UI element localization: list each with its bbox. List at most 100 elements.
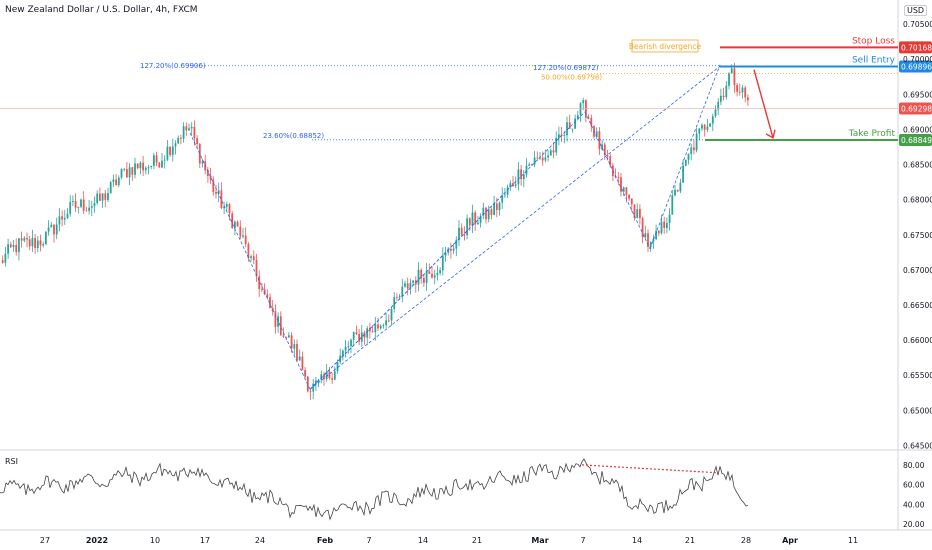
time-tick-label: 24 bbox=[255, 536, 265, 545]
fib-extension-right-label: 127.20%(0.69872) bbox=[533, 64, 599, 72]
candle-body bbox=[517, 169, 520, 185]
candle-body bbox=[112, 179, 115, 183]
candle-body bbox=[576, 115, 579, 119]
candle-body bbox=[250, 256, 252, 258]
candle-body bbox=[363, 332, 366, 338]
candle-body bbox=[12, 244, 15, 248]
candle-body bbox=[490, 209, 493, 215]
candle-body bbox=[555, 138, 558, 153]
candle-body bbox=[468, 218, 471, 226]
candle-body bbox=[47, 227, 50, 232]
candle-body bbox=[209, 176, 212, 180]
candle-body bbox=[85, 210, 88, 212]
candle-body bbox=[139, 162, 142, 169]
candle-body bbox=[682, 165, 684, 183]
candle-body bbox=[182, 126, 185, 139]
candle-body bbox=[366, 328, 369, 338]
candle-body bbox=[358, 333, 360, 342]
candle-body bbox=[506, 187, 509, 195]
time-tick-label: 2022 bbox=[86, 536, 108, 545]
candle-body bbox=[344, 346, 347, 351]
candle-body bbox=[196, 138, 198, 145]
candle-body bbox=[198, 144, 201, 164]
candle-body bbox=[533, 157, 536, 165]
candle-body bbox=[498, 202, 501, 211]
candle-body bbox=[657, 230, 660, 234]
candle-body bbox=[431, 273, 433, 278]
candle-body bbox=[417, 269, 420, 285]
candle-body bbox=[744, 87, 747, 98]
candle-body bbox=[409, 282, 412, 289]
candle-body bbox=[398, 296, 401, 298]
candle-body bbox=[501, 195, 504, 203]
time-tick-label: 28 bbox=[741, 536, 751, 545]
candle-body bbox=[223, 206, 225, 209]
time-tick-label: Feb bbox=[317, 536, 334, 545]
candle-body bbox=[636, 209, 639, 218]
candle-body bbox=[660, 221, 663, 234]
candle-body bbox=[328, 371, 331, 379]
candle-body bbox=[72, 201, 74, 202]
candle-body bbox=[728, 73, 730, 86]
candle-body bbox=[153, 155, 155, 166]
price-tick-label: 0.65500 bbox=[903, 371, 932, 380]
candle-body bbox=[301, 356, 304, 371]
candle-body bbox=[155, 155, 158, 163]
candle-body bbox=[477, 222, 479, 225]
price-tick-label: 0.65000 bbox=[903, 406, 932, 415]
candle-body bbox=[369, 328, 371, 332]
candle-body bbox=[736, 85, 738, 92]
candle-body bbox=[296, 344, 298, 361]
candle-body bbox=[247, 244, 250, 258]
candle-body bbox=[53, 224, 55, 235]
time-tick-label: 7 bbox=[366, 536, 371, 545]
candle-body bbox=[371, 331, 374, 333]
candle-body bbox=[701, 124, 703, 129]
candle-body bbox=[336, 362, 339, 372]
candle-body bbox=[298, 356, 301, 361]
time-tick-label: 14 bbox=[418, 536, 428, 545]
candle-body bbox=[668, 214, 671, 224]
candle-body bbox=[568, 122, 571, 129]
pattern-line bbox=[649, 64, 721, 249]
rsi-tick-label: 40.00 bbox=[903, 500, 925, 509]
candle-body bbox=[18, 238, 20, 253]
price-tick-label: 0.67000 bbox=[903, 266, 932, 275]
candle-body bbox=[190, 126, 193, 129]
candle-body bbox=[641, 218, 644, 238]
candle-body bbox=[34, 238, 36, 249]
candle-body bbox=[50, 224, 53, 228]
candle-body bbox=[436, 272, 439, 276]
currency-badge[interactable]: USD bbox=[904, 5, 928, 16]
candle-body bbox=[487, 209, 490, 220]
candle-body bbox=[439, 270, 441, 273]
candle-body bbox=[387, 320, 390, 322]
candle-body bbox=[512, 183, 514, 187]
candle-body bbox=[312, 383, 315, 392]
candle-body bbox=[520, 169, 522, 180]
fib-retracement-label: 23.60%(0.68852) bbox=[263, 132, 324, 140]
time-axis[interactable]: 27 2022 10 17 24 Feb 7 14 21 Mar 7 14 21 28 Apr 11 bbox=[40, 536, 858, 545]
candle-body bbox=[228, 204, 231, 214]
candle-body bbox=[69, 201, 72, 214]
candle-body bbox=[482, 207, 485, 216]
candle-body bbox=[277, 316, 279, 327]
candle-body bbox=[452, 248, 455, 251]
candle-body bbox=[690, 147, 693, 155]
time-tick-label: 7 bbox=[580, 536, 585, 545]
candle-body bbox=[598, 131, 601, 150]
rsi-divergence-line bbox=[581, 464, 719, 474]
candle-body bbox=[350, 339, 352, 347]
candle-body bbox=[460, 227, 463, 235]
candle-body bbox=[406, 283, 409, 289]
candle-body bbox=[595, 131, 598, 137]
time-tick-label: Apr bbox=[782, 536, 798, 545]
candle-body bbox=[315, 380, 317, 384]
candle-body bbox=[585, 100, 587, 118]
sell-entry-label: Sell Entry bbox=[852, 55, 896, 65]
rsi-tick-label: 60.00 bbox=[903, 481, 925, 490]
candle-body bbox=[55, 224, 58, 235]
candle-body bbox=[42, 244, 45, 246]
candle-body bbox=[671, 195, 674, 215]
price-axis[interactable]: 0.70500 0.70000 0.69500 0.69000 0.68500 0.680… bbox=[903, 20, 932, 450]
